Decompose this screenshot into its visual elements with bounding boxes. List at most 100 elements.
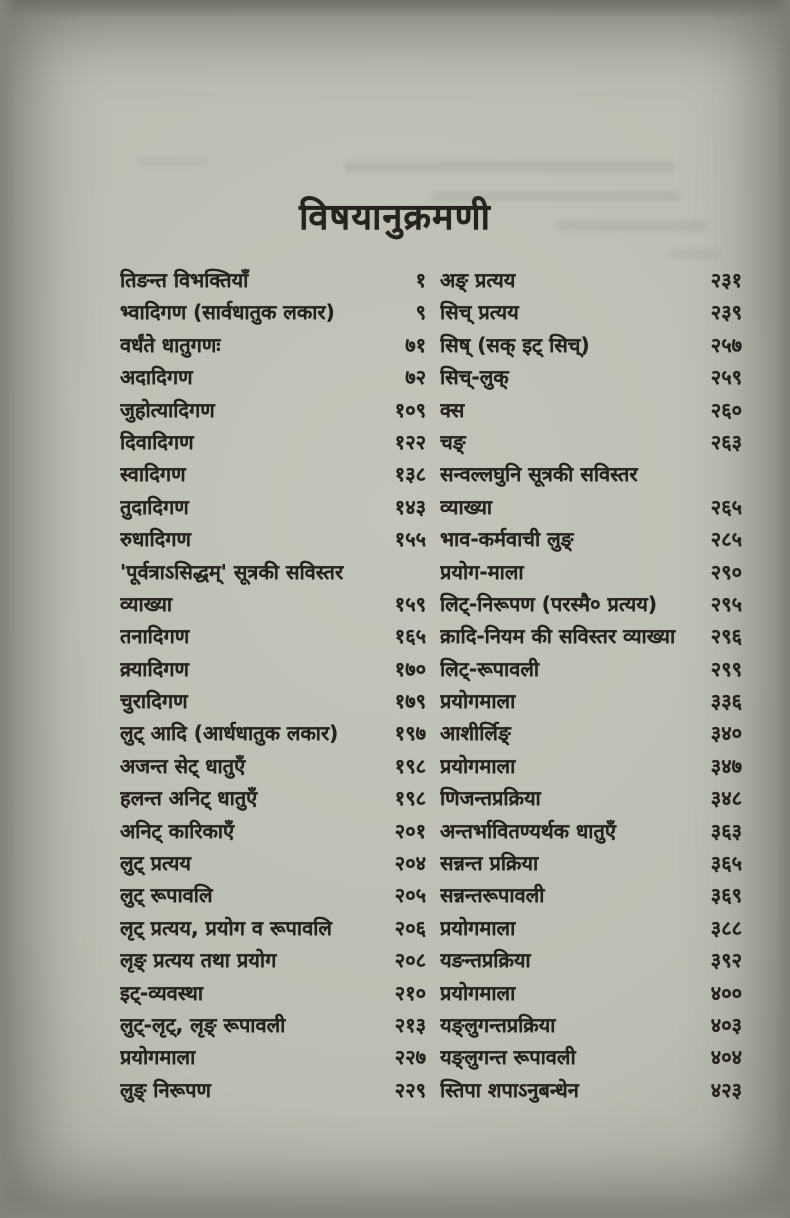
toc-entry-page-number: २३१ <box>710 268 742 292</box>
toc-entry-label: इट्-व्यवस्था <box>120 980 204 1005</box>
toc-entry-page-number: ३६९ <box>710 883 742 908</box>
toc-entry-label: लिट्-रूपावली <box>440 656 540 681</box>
toc-entry-page-number: ९ <box>415 300 426 325</box>
toc-row: अजन्त सेट् धातुएँ १९८ <box>120 752 426 784</box>
toc-entry-label: तनादिगण <box>120 624 190 649</box>
toc-row: सन्नन्तरूपावली ३६९ <box>440 881 742 913</box>
bleed-through-mark <box>138 158 208 166</box>
toc-entry-page-number: २९६ <box>710 624 742 649</box>
toc-entry-label: आशीर्लिङ् <box>440 721 511 746</box>
toc-row: इट्-व्यवस्था २१० <box>120 979 426 1011</box>
toc-entry-page-number: २५७ <box>710 332 742 357</box>
toc-entry-page-number: १ <box>415 268 426 292</box>
toc-row: यङ्लुगन्त रूपावली ४०४ <box>440 1043 742 1075</box>
toc-entry-label: अङ् प्रत्यय <box>440 268 516 292</box>
toc-entry-page-number: २५९ <box>710 365 742 390</box>
toc-entry-page-number: ३९२ <box>710 948 742 973</box>
toc-row: 'पूर्वत्राऽसिद्धम्' सूत्रकी सविस्तर <box>120 558 426 590</box>
toc-entry-label: अन्तर्भावितण्यर्थक धातुएँ <box>440 818 616 843</box>
toc-entry-label: हलन्त अनिट् धातुएँ <box>120 786 258 811</box>
toc-entry-page-number: २३९ <box>710 300 742 325</box>
toc-entry-page-number: ७२ <box>405 365 426 390</box>
toc-row: अङ् प्रत्यय २३१ <box>440 266 742 298</box>
toc-entry-page-number: १५९ <box>394 591 426 616</box>
toc-entry-label: अनिट् कारिकाएँ <box>120 818 235 843</box>
toc-row: स्तिपा शपाऽनुबन्धेन ४२३ <box>440 1076 742 1108</box>
toc-entry-label: प्रयोगमाला <box>440 915 516 940</box>
toc-entry-label: यङन्तप्रक्रिया <box>440 948 531 973</box>
toc-entry-page-number: २०१ <box>394 818 426 843</box>
toc-row: लिट्-रूपावली २९९ <box>440 655 742 687</box>
toc-entry-page-number: ३४८ <box>710 786 742 811</box>
toc-row: लुङ् निरूपण २२९ <box>120 1076 426 1108</box>
toc-row: व्याख्या १५९ <box>120 590 426 622</box>
toc-entry-page-number: २०४ <box>394 851 426 876</box>
toc-row: लृट् प्रत्यय, प्रयोग व रूपावलि २०६ <box>120 914 426 946</box>
toc-row: णिजन्तप्रक्रिया ३४८ <box>440 784 742 816</box>
toc-entry-label: प्रयोगमाला <box>440 980 516 1005</box>
toc-entry-page-number: १४३ <box>394 494 426 519</box>
toc-column-right: अङ् प्रत्यय २३१ सिच् प्रत्यय २३९ सिष् (सक् इ… <box>440 266 742 1108</box>
toc-entry-page-number: २०८ <box>394 948 426 973</box>
toc-row: रुधादिगण १५५ <box>120 525 426 557</box>
toc-row: दिवादिगण १२२ <box>120 428 426 460</box>
page-title: विषयानुक्रमणी <box>299 197 491 238</box>
toc-row: लिट्-निरूपण (परस्मै० प्रत्यय) २९५ <box>440 590 742 622</box>
toc-entry-label: यङ्लुगन्त रूपावली <box>440 1045 576 1070</box>
toc-entry-page-number: २६५ <box>710 494 742 519</box>
toc-row: प्रयोगमाला ३३६ <box>440 687 742 719</box>
toc-row: सिच् प्रत्यय २३९ <box>440 298 742 330</box>
toc-entry-label: सन्वल्लघुनि सूत्रकी सविस्तर <box>440 462 638 487</box>
toc-entry-page-number: २९९ <box>710 656 742 681</box>
toc-row: सन्वल्लघुनि सूत्रकी सविस्तर <box>440 460 742 492</box>
toc-row: सिष् (सक् इट् सिच्) २५७ <box>440 331 742 363</box>
toc-entry-label: जुहोत्यादिगण <box>120 397 215 422</box>
toc-entry-label: लुट् प्रत्यय <box>120 851 191 876</box>
toc-entry-page-number: १७९ <box>394 689 426 714</box>
toc-entry-page-number: १२२ <box>394 429 426 454</box>
toc-entry-label: लिट्-निरूपण (परस्मै० प्रत्यय) <box>440 591 658 616</box>
toc-row: भ्वादिगण (सार्वधातुक लकार) ९ <box>120 298 426 330</box>
toc-row: लृङ् प्रत्यय तथा प्रयोग २०८ <box>120 946 426 978</box>
toc-row: व्याख्या २६५ <box>440 493 742 525</box>
toc-entry-label: सिच् प्रत्यय <box>440 300 519 325</box>
toc-entry-label: क्रादि-नियम की सविस्तर व्याख्या <box>440 624 676 649</box>
bleed-through-mark <box>668 250 720 258</box>
toc-entry-page-number: १६५ <box>394 624 426 649</box>
toc-row: अन्तर्भावितण्यर्थक धातुएँ ३६३ <box>440 817 742 849</box>
toc-entry-page-number: २६३ <box>710 429 742 454</box>
toc-entry-page-number: ४२३ <box>710 1077 742 1102</box>
toc-entry-page-number: ३४७ <box>710 753 742 778</box>
toc-row: चुरादिगण १७९ <box>120 687 426 719</box>
toc-entry-label: प्रयोग-माला <box>440 559 524 584</box>
toc-entry-label: सिच्-लुक् <box>440 365 509 390</box>
bleed-through-mark <box>556 221 706 230</box>
toc-entry-label: अजन्त सेट् धातुएँ <box>120 753 246 778</box>
toc-row: क्र्यादिगण १७० <box>120 655 426 687</box>
photo-edge-bottom <box>0 1196 790 1218</box>
toc-row: प्रयोग-माला २९० <box>440 558 742 590</box>
toc-entry-label: स्तिपा शपाऽनुबन्धेन <box>440 1077 579 1102</box>
toc-row: यङन्तप्रक्रिया ३९२ <box>440 946 742 978</box>
toc-row: यङ्लुगन्तप्रक्रिया ४०३ <box>440 1011 742 1043</box>
toc-entry-label: सन्नन्तरूपावली <box>440 883 545 908</box>
toc-row: क्स २६० <box>440 396 742 428</box>
toc-entry-label: लुट्-लृट्, लृङ् रूपावली <box>120 1012 286 1037</box>
toc-row: आशीर्लिङ् ३४० <box>440 719 742 751</box>
toc-entry-page-number: १५५ <box>394 527 426 552</box>
toc-entry-page-number: ४०३ <box>710 1012 742 1037</box>
toc-entry-label: लुङ् निरूपण <box>120 1077 211 1102</box>
toc-entry-label: यङ्लुगन्तप्रक्रिया <box>440 1012 556 1037</box>
toc-row: लुट्-लृट्, लृङ् रूपावली २१३ <box>120 1011 426 1043</box>
toc-entry-label: चङ् <box>440 429 466 454</box>
toc-row: जुहोत्यादिगण १०९ <box>120 396 426 428</box>
toc-entry-label: भ्वादिगण (सार्वधातुक लकार) <box>120 300 335 325</box>
toc-entry-label: अदादिगण <box>120 365 193 390</box>
toc-entry-label: वर्धंते धातुगणः <box>120 332 221 357</box>
toc-entry-label: लुट् रूपावलि <box>120 883 213 908</box>
toc-entry-page-number: १७० <box>394 656 426 681</box>
toc-entry-label: प्रयोगमाला <box>120 1045 196 1070</box>
toc-entry-label: व्याख्या <box>120 591 173 616</box>
toc-row: अदादिगण ७२ <box>120 363 426 395</box>
